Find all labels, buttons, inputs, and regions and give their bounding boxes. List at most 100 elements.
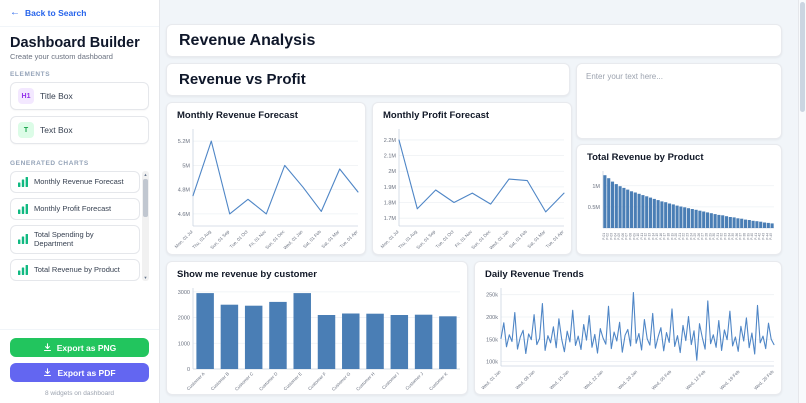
svg-text:P-30: P-30 <box>712 233 716 240</box>
svg-text:100k: 100k <box>486 360 498 366</box>
svg-text:P-06: P-06 <box>621 233 625 240</box>
list-scrollbar[interactable]: ▲ ▼ <box>142 171 149 281</box>
svg-text:P-41: P-41 <box>754 233 758 240</box>
svg-text:P-36: P-36 <box>735 233 739 240</box>
svg-text:Wed, 29 Jan: Wed, 29 Jan <box>617 369 639 391</box>
svg-text:250k: 250k <box>486 293 498 299</box>
export-png-button[interactable]: Export as PNG <box>10 338 149 357</box>
svg-text:P-39: P-39 <box>746 233 750 240</box>
export-pdf-button[interactable]: Export as PDF <box>10 363 149 382</box>
svg-text:P-31: P-31 <box>716 233 720 240</box>
svg-text:P-34: P-34 <box>727 233 731 240</box>
svg-text:P-08: P-08 <box>629 233 633 240</box>
svg-text:Tue, 01 Apr: Tue, 01 Apr <box>545 229 565 249</box>
svg-text:P-12: P-12 <box>644 233 648 240</box>
element-text-box[interactable]: T Text Box <box>10 116 149 144</box>
bar-chart-icon <box>18 234 28 245</box>
page-scrollbar-thumb[interactable] <box>800 2 805 112</box>
widget-count: 8 widgets on dashboard <box>44 390 115 397</box>
chart-widget-total-revenue-by-product[interactable]: Total Revenue by Product 0.5M 1M P-01 P-02 P… <box>576 144 782 255</box>
back-to-search-link[interactable]: ← Back to Search <box>0 0 159 27</box>
svg-text:P-27: P-27 <box>701 233 705 240</box>
svg-text:0.5M: 0.5M <box>588 205 601 211</box>
page-scrollbar[interactable] <box>798 0 806 403</box>
element-label: Title Box <box>40 91 73 101</box>
svg-text:Customer F: Customer F <box>307 371 327 391</box>
title-box-widget-revenue-vs-profit[interactable]: Revenue vs Profit <box>166 63 570 96</box>
svg-text:1.8M: 1.8M <box>384 201 397 207</box>
title-box-widget-revenue-analysis[interactable]: Revenue Analysis <box>166 24 782 57</box>
chart-widget-monthly-revenue-forecast[interactable]: Monthly Revenue Forecast 4.6M 4.8M 5M 5.2M M… <box>166 102 366 255</box>
svg-text:P-42: P-42 <box>758 233 762 240</box>
svg-text:Wed, 12 Feb: Wed, 12 Feb <box>685 369 707 391</box>
chart-list-item[interactable]: Monthly Profit Forecast <box>10 198 140 220</box>
chart-widget-daily-revenue-trends[interactable]: Daily Revenue Trends 100k 150k 200k 250k Wed… <box>474 261 782 395</box>
svg-text:P-23: P-23 <box>686 233 690 240</box>
scroll-down-icon[interactable]: ▼ <box>143 274 148 280</box>
svg-text:1.9M: 1.9M <box>384 185 397 191</box>
svg-text:Wed, 22 Jan: Wed, 22 Jan <box>583 369 605 391</box>
svg-text:4.6M: 4.6M <box>178 212 191 218</box>
svg-text:1.7M: 1.7M <box>384 216 397 222</box>
svg-text:Wed, 15 Jan: Wed, 15 Jan <box>549 369 571 391</box>
svg-text:P-20: P-20 <box>674 233 678 240</box>
chart-item-label: Total Revenue by Product <box>34 265 120 275</box>
element-label: Text Box <box>40 125 73 135</box>
svg-text:P-14: P-14 <box>651 233 655 240</box>
svg-text:Tue, 01 Oct: Tue, 01 Oct <box>435 229 456 250</box>
svg-text:Wed, 01 Jan: Wed, 01 Jan <box>488 229 510 251</box>
sidebar: ← Back to Search Dashboard Builder Creat… <box>0 0 160 403</box>
svg-text:5.2M: 5.2M <box>178 139 191 145</box>
text-box-widget[interactable] <box>576 63 782 139</box>
sidebar-title: Dashboard Builder <box>10 35 140 51</box>
chart-title: Show me revenue by customer <box>177 269 317 280</box>
svg-text:Wed, 08 Jan: Wed, 08 Jan <box>514 369 536 391</box>
chart-list-item[interactable]: Monthly Revenue Forecast <box>10 171 140 193</box>
export-pdf-label: Export as PDF <box>57 367 116 378</box>
svg-text:0: 0 <box>187 367 190 373</box>
svg-text:P-01: P-01 <box>602 233 606 240</box>
svg-text:P-29: P-29 <box>708 233 712 240</box>
scroll-up-icon[interactable]: ▲ <box>143 172 148 177</box>
svg-text:3000: 3000 <box>178 290 190 296</box>
chart-widget-revenue-by-customer[interactable]: Show me revenue by customer 0 1000 2000 300… <box>166 261 468 395</box>
svg-text:Customer C: Customer C <box>234 371 255 392</box>
svg-text:Wed, 01 Jan: Wed, 01 Jan <box>282 229 304 251</box>
svg-text:4.8M: 4.8M <box>178 188 191 194</box>
svg-text:Sun, 01 Sep: Sun, 01 Sep <box>415 229 436 250</box>
svg-text:1000: 1000 <box>178 341 190 347</box>
svg-text:P-10: P-10 <box>636 233 640 240</box>
chart-list-item[interactable]: Total Revenue by Product <box>10 258 140 281</box>
element-title-box[interactable]: H1 Title Box <box>10 82 149 110</box>
svg-text:Customer G: Customer G <box>331 371 352 392</box>
svg-text:Wed, 19 Feb: Wed, 19 Feb <box>719 369 741 391</box>
title-box-text: Revenue vs Profit <box>179 71 306 88</box>
svg-text:P-04: P-04 <box>613 233 617 240</box>
list-scrollbar-thumb[interactable] <box>143 179 148 217</box>
svg-text:P-15: P-15 <box>655 233 659 240</box>
chart-widget-monthly-profit-forecast[interactable]: Monthly Profit Forecast 1.7M 1.8M 1.9M 2M 2.… <box>372 102 572 255</box>
svg-text:Customer K: Customer K <box>428 371 448 391</box>
svg-text:P-45: P-45 <box>769 233 773 240</box>
text-widget-input[interactable] <box>577 64 781 138</box>
svg-text:P-16: P-16 <box>659 233 663 240</box>
svg-text:P-28: P-28 <box>705 233 709 240</box>
svg-text:2.2M: 2.2M <box>384 138 397 144</box>
chart-title: Monthly Profit Forecast <box>383 110 490 121</box>
svg-text:Tue, 01 Oct: Tue, 01 Oct <box>229 229 250 250</box>
svg-text:Customer E: Customer E <box>283 371 303 391</box>
dashboard-canvas: Revenue Analysis Revenue vs Profit Month… <box>160 0 798 403</box>
chart-item-label: Total Spending by Department <box>34 230 94 249</box>
chart-item-label: Monthly Profit Forecast <box>34 204 112 214</box>
title-box-text: Revenue Analysis <box>179 31 316 49</box>
bar-chart-icon <box>18 264 28 275</box>
chart-list-item[interactable]: Total Spending by Department <box>10 225 140 254</box>
bar-chart-icon <box>18 204 28 214</box>
svg-text:Wed, 01 Jan: Wed, 01 Jan <box>480 369 502 391</box>
svg-text:Sat, 01 Mar: Sat, 01 Mar <box>320 229 340 249</box>
svg-text:P-21: P-21 <box>678 233 682 240</box>
generated-charts-section-label: GENERATED CHARTS <box>10 160 89 167</box>
elements-section-label: ELEMENTS <box>10 71 51 78</box>
